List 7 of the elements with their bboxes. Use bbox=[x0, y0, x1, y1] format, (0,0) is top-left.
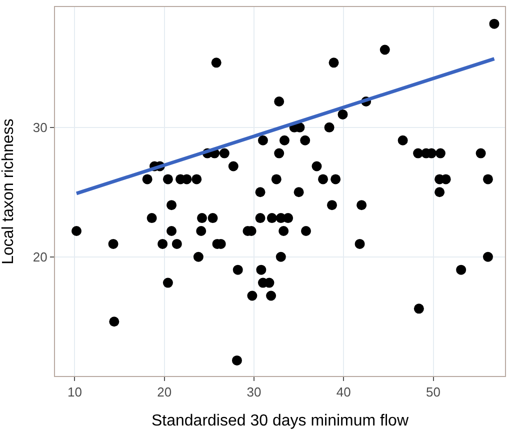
x-tick-label: 40 bbox=[336, 384, 351, 400]
x-tick-label: 30 bbox=[246, 384, 262, 400]
x-tick-label: 10 bbox=[67, 384, 82, 400]
y-axis-title: Local taxon richness bbox=[0, 118, 17, 264]
x-tick-label: 20 bbox=[157, 384, 172, 400]
x-tick-label: 50 bbox=[426, 384, 441, 400]
x-axis-title: Standardised 30 days minimum flow bbox=[151, 412, 409, 430]
